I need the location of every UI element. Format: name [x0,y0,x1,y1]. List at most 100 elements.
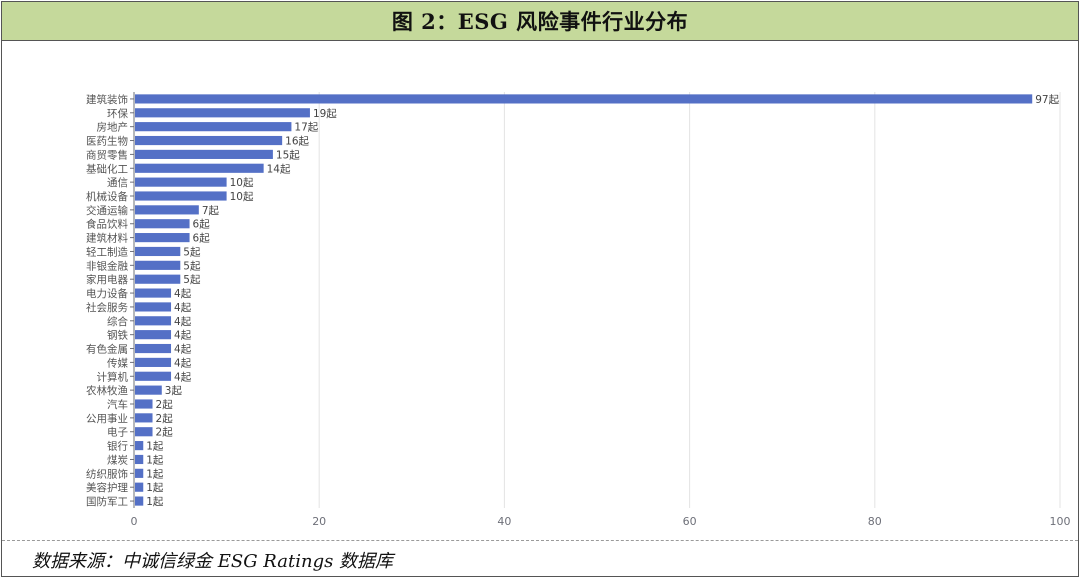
y-tick-label: 建筑装饰 [86,93,128,106]
bar [135,427,153,437]
bar [135,246,181,257]
bar [135,468,144,478]
bar [135,496,144,506]
y-tick-label: 交通运输 [86,204,128,217]
data-label: 4起 [174,316,192,328]
y-tick-label: 通信 [107,177,128,189]
y-tick-label: 有色金属 [86,343,128,356]
data-label: 5起 [183,246,201,258]
y-tick-label: 建筑材料 [86,232,128,245]
y-tick-label: 钢铁 [107,329,128,342]
data-label: 2起 [156,399,174,411]
y-tick-label: 电子 [107,426,128,439]
bar [135,413,153,423]
bar [135,233,190,243]
bar [135,385,162,395]
bar [135,163,264,173]
bar [135,108,310,118]
bar [135,343,172,354]
y-tick-label: 公用事业 [86,412,128,425]
data-label: 1起 [146,454,164,466]
y-tick-label: 食品饮料 [86,218,128,231]
data-label: 1起 [146,496,164,508]
data-label: 10起 [230,191,254,203]
y-tick-label: 农林牧渔 [86,384,128,397]
bar [135,205,199,215]
y-tick-label: 美容护理 [86,481,128,494]
bar [135,454,144,465]
x-tick-label: 100 [1050,515,1071,528]
x-tick-label: 0 [131,515,138,528]
chart-area: 0 20 40 60 80 100 建筑装饰 97起环保 19起房地产 17起医药生物 16起商贸零… [2,42,1078,538]
data-label: 97起 [1035,94,1059,106]
title-bar: 图 2：ESG 风险事件行业分布 [2,2,1078,41]
bar [135,149,273,159]
x-tick-label: 80 [868,515,882,528]
data-label: 2起 [156,427,174,439]
x-tick-label: 40 [497,515,511,528]
bar [135,122,292,132]
bar [135,135,283,146]
figure-title: 图 2：ESG 风险事件行业分布 [391,9,689,34]
data-label: 4起 [174,357,192,369]
y-tick-label: 非银金融 [86,259,128,272]
data-label: 3起 [165,385,183,397]
data-label: 4起 [174,288,192,300]
bar [135,274,181,284]
y-tick-label: 房地产 [97,121,129,134]
data-label: 6起 [193,219,211,231]
x-tick-label: 60 [683,515,697,528]
y-tick-label: 电力设备 [86,287,128,300]
bar [135,260,181,270]
bar [135,219,190,229]
data-label: 4起 [174,330,192,342]
bar [135,94,1033,104]
y-tick-label: 社会服务 [86,301,128,314]
y-tick-label: 计算机 [97,370,129,383]
y-tick-label: 传媒 [107,356,128,369]
bar [135,482,144,492]
data-label: 5起 [183,274,201,286]
y-tick-label: 家用电器 [86,273,128,286]
source-row: 数据来源：中诚信绿金 ESG Ratings 数据库 [2,540,1078,577]
y-tick-label: 银行 [107,440,128,453]
y-tick-label: 轻工制造 [86,245,128,258]
y-tick-label: 基础化工 [86,162,128,175]
bar [135,288,172,298]
y-tick-label: 煤炭 [107,453,128,466]
data-label: 1起 [146,468,164,480]
bar [135,441,144,451]
data-label: 2起 [156,413,174,425]
source-note: 数据来源：中诚信绿金 ESG Ratings 数据库 [32,551,394,572]
y-tick-label: 环保 [107,107,128,120]
y-tick-label: 机械设备 [86,190,128,203]
bar [135,316,172,326]
y-tick-label: 医药生物 [86,135,128,148]
bar [135,330,172,340]
y-tick-label: 纺织服饰 [86,467,128,480]
data-label: 6起 [193,233,211,245]
y-tick-label: 国防军工 [86,495,128,508]
y-tick-label: 综合 [107,315,128,328]
data-label: 4起 [174,344,192,356]
data-label: 16起 [285,136,309,148]
bar [135,357,172,367]
data-label: 19起 [313,108,337,120]
bar [135,399,153,409]
data-label: 4起 [174,302,192,314]
data-label: 5起 [183,260,201,272]
y-tick-label: 商贸零售 [86,148,128,161]
data-label: 7起 [202,205,220,217]
data-label: 10起 [230,177,254,189]
bar [135,371,172,381]
data-label: 1起 [146,482,164,494]
bar [135,191,227,201]
y-tick-label: 汽车 [107,398,128,411]
x-tick-label: 20 [312,515,326,528]
bar [135,177,227,187]
bar [135,302,172,312]
data-label: 17起 [294,122,318,134]
data-label: 1起 [146,441,164,453]
